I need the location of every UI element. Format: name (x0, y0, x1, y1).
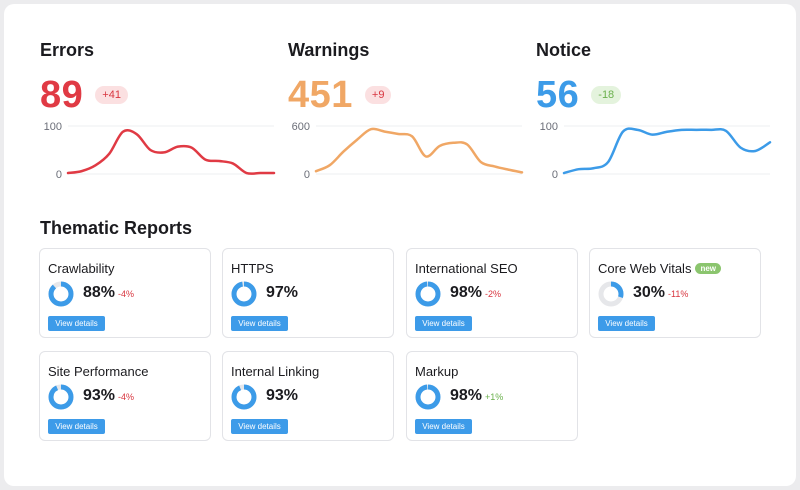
notice-delta-badge: -18 (591, 86, 622, 104)
report-card-name: Core Web Vitals new (598, 261, 722, 276)
y-axis-min-label: 0 (552, 169, 558, 181)
site-audit-panel: Errors 89 +41 100 0 Warnings 451 +9 600 0 … (4, 4, 796, 486)
report-card-international-seo[interactable]: International SEO 98% -2% View details (406, 248, 578, 338)
report-score-delta: +1% (485, 392, 504, 402)
notice-widget[interactable]: Notice 56 -18 100 0 (536, 40, 776, 181)
sparkline-series (562, 127, 772, 175)
donut-fill (48, 384, 74, 410)
warnings-sparkline: 600 0 (292, 121, 524, 181)
report-card-core-web-vitals[interactable]: Core Web Vitals new 30% -11% View details (589, 248, 761, 338)
report-card-site-performance[interactable]: Site Performance 93% -4% View details (39, 351, 211, 441)
report-card-name: HTTPS (231, 261, 274, 276)
errors-title: Errors (40, 40, 95, 60)
donut-chart-icon (231, 281, 257, 307)
report-card-crawlability[interactable]: Crawlability 88% -4% View details (39, 248, 211, 338)
report-card-markup[interactable]: Markup 98% +1% View details (406, 351, 578, 441)
sparkline-series (314, 127, 524, 174)
notice-sparkline: 100 0 (540, 121, 772, 181)
view-details-button[interactable]: View details (598, 316, 655, 331)
y-axis-min-label: 0 (56, 169, 62, 181)
thematic-reports-heading: Thematic Reports (40, 218, 193, 238)
donut-chart-icon (48, 281, 74, 307)
errors-widget[interactable]: Errors 89 +41 100 0 (40, 40, 280, 181)
notice-title: Notice (536, 40, 592, 60)
report-card-internal-linking[interactable]: Internal Linking 93% View details (222, 351, 394, 441)
report-score: 98% -2% (450, 284, 502, 301)
report-card-name: Internal Linking (231, 364, 320, 379)
donut-chart-icon (231, 384, 257, 410)
report-score-delta: -4% (118, 289, 135, 299)
warnings-widget[interactable]: Warnings 451 +9 600 0 (288, 40, 528, 181)
donut-fill (415, 384, 441, 410)
donut-chart-icon (415, 281, 441, 307)
errors-count: 89 (40, 74, 84, 116)
y-axis-max-label: 100 (44, 121, 62, 133)
report-score-delta: -2% (485, 289, 502, 299)
donut-chart-icon (415, 384, 441, 410)
donut-fill (231, 281, 257, 307)
donut-fill (415, 281, 441, 307)
sparkline-series (66, 129, 276, 175)
report-score: 30% -11% (633, 284, 689, 301)
donut-chart-icon (48, 384, 74, 410)
donut-chart-icon (598, 281, 624, 307)
view-details-button[interactable]: View details (48, 419, 105, 434)
report-card-name: Markup (415, 364, 459, 379)
report-score-delta: -4% (118, 392, 135, 402)
donut-fill (231, 384, 257, 410)
view-details-button[interactable]: View details (231, 419, 288, 434)
warnings-count: 451 (288, 74, 353, 116)
donut-fill (48, 281, 74, 307)
report-score-delta: -11% (668, 289, 689, 299)
donut-fill (598, 281, 624, 307)
report-score: 98% +1% (450, 387, 504, 404)
view-details-button[interactable]: View details (415, 316, 472, 331)
y-axis-min-label: 0 (304, 169, 310, 181)
errors-delta-badge: +41 (95, 86, 128, 104)
report-score: 93% -4% (83, 387, 135, 404)
report-card-https[interactable]: HTTPS 97% View details (222, 248, 394, 338)
view-details-button[interactable]: View details (231, 316, 288, 331)
y-axis-max-label: 100 (540, 121, 558, 133)
report-card-name: International SEO (415, 261, 518, 276)
new-badge: new (695, 263, 722, 274)
warnings-title: Warnings (288, 40, 370, 60)
y-axis-max-label: 600 (292, 121, 310, 133)
errors-sparkline: 100 0 (44, 121, 276, 181)
report-score: 93% (266, 387, 299, 404)
notice-count: 56 (536, 74, 580, 116)
report-card-name: Site Performance (48, 364, 149, 379)
report-score: 97% (266, 284, 299, 301)
view-details-button[interactable]: View details (415, 419, 472, 434)
report-card-name: Crawlability (48, 261, 115, 276)
report-score: 88% -4% (83, 284, 135, 301)
view-details-button[interactable]: View details (48, 316, 105, 331)
warnings-delta-badge: +9 (364, 86, 392, 104)
